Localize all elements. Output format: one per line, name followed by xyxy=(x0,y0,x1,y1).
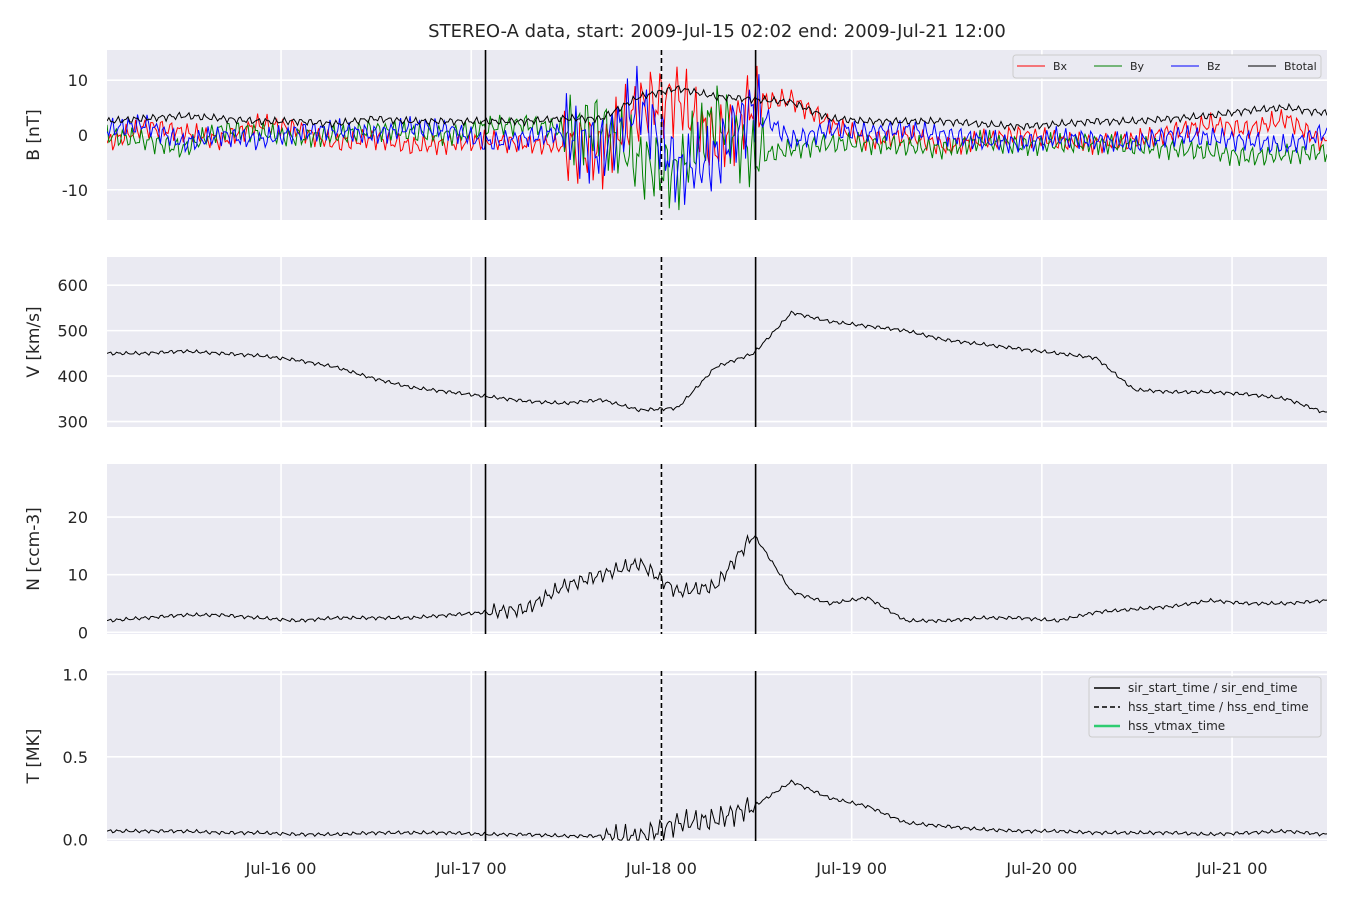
y-tick-label: 0.5 xyxy=(63,748,88,767)
x-tick-label: Jul-20 00 xyxy=(1005,859,1077,878)
y-tick-label: 400 xyxy=(57,367,88,386)
series-line xyxy=(107,310,1327,414)
panel-3: 0 10 20 N [ccm-3] xyxy=(24,464,1327,642)
figure-title: STEREO-A data, start: 2009-Jul-15 02:02 … xyxy=(428,21,1006,42)
y-tick-label: 0 xyxy=(78,126,88,145)
legend-label: hss_vtmax_time xyxy=(1128,719,1225,733)
legend-label: hss_start_time / hss_end_time xyxy=(1128,700,1309,714)
y-tick-label: 0.0 xyxy=(63,830,88,849)
panels: -10 0 10 B [nT] Bx By Bz Btotal 300 400 500 600 V [k… xyxy=(24,50,1327,849)
plot-background xyxy=(107,257,1327,427)
x-axis: Jul-16 00 Jul-17 00 Jul-18 00 Jul-19 00 Jul-… xyxy=(245,859,1268,878)
panel-1: -10 0 10 B [nT] Bx By Bz Btotal xyxy=(24,50,1327,220)
y-tick-label: 10 xyxy=(68,71,88,90)
legend-label: By xyxy=(1130,60,1145,73)
legend-label: Bx xyxy=(1053,60,1068,73)
panel-2: 300 400 500 600 V [km/s] xyxy=(24,257,1327,432)
y-axis-label: N [ccm-3] xyxy=(24,507,44,591)
y-axis-label: V [km/s] xyxy=(24,306,44,377)
x-tick-label: Jul-19 00 xyxy=(815,859,887,878)
legend-frame xyxy=(1088,676,1322,738)
y-tick-label: 500 xyxy=(57,322,88,341)
legend-label: sir_start_time / sir_end_time xyxy=(1128,681,1298,695)
y-tick-label: 10 xyxy=(68,566,88,585)
legend-frame xyxy=(1012,54,1322,79)
x-tick-label: Jul-16 00 xyxy=(245,859,317,878)
series-line xyxy=(107,779,1327,841)
series-line-btotal xyxy=(107,85,1327,132)
y-tick-label: 300 xyxy=(57,413,88,432)
legend-events: sir_start_time / sir_end_time hss_start_t… xyxy=(1088,676,1322,738)
series-line-by xyxy=(107,85,1327,211)
y-tick-label: 1.0 xyxy=(63,665,88,684)
x-tick-label: Jul-18 00 xyxy=(625,859,697,878)
y-axis-label: T [MK] xyxy=(24,729,44,785)
x-tick-label: Jul-17 00 xyxy=(435,859,507,878)
x-tick-label: Jul-21 00 xyxy=(1196,859,1268,878)
y-tick-label: 20 xyxy=(68,508,88,527)
y-tick-label: 600 xyxy=(57,276,88,295)
legend-label: Bz xyxy=(1207,60,1221,73)
legend-label: Btotal xyxy=(1284,60,1317,73)
legend-b: Bx By Bz Btotal xyxy=(1012,54,1322,79)
panel-4: 0.0 0.5 1.0 T [MK] sir_start_time / sir_end_… xyxy=(24,665,1327,849)
plot-background xyxy=(107,464,1327,634)
y-axis-label: B [nT] xyxy=(24,109,44,161)
y-tick-label: -10 xyxy=(62,181,88,200)
series-line-bz xyxy=(107,65,1327,205)
series-line xyxy=(107,533,1327,624)
series-line-bx xyxy=(107,65,1327,190)
y-tick-label: 0 xyxy=(78,623,88,642)
